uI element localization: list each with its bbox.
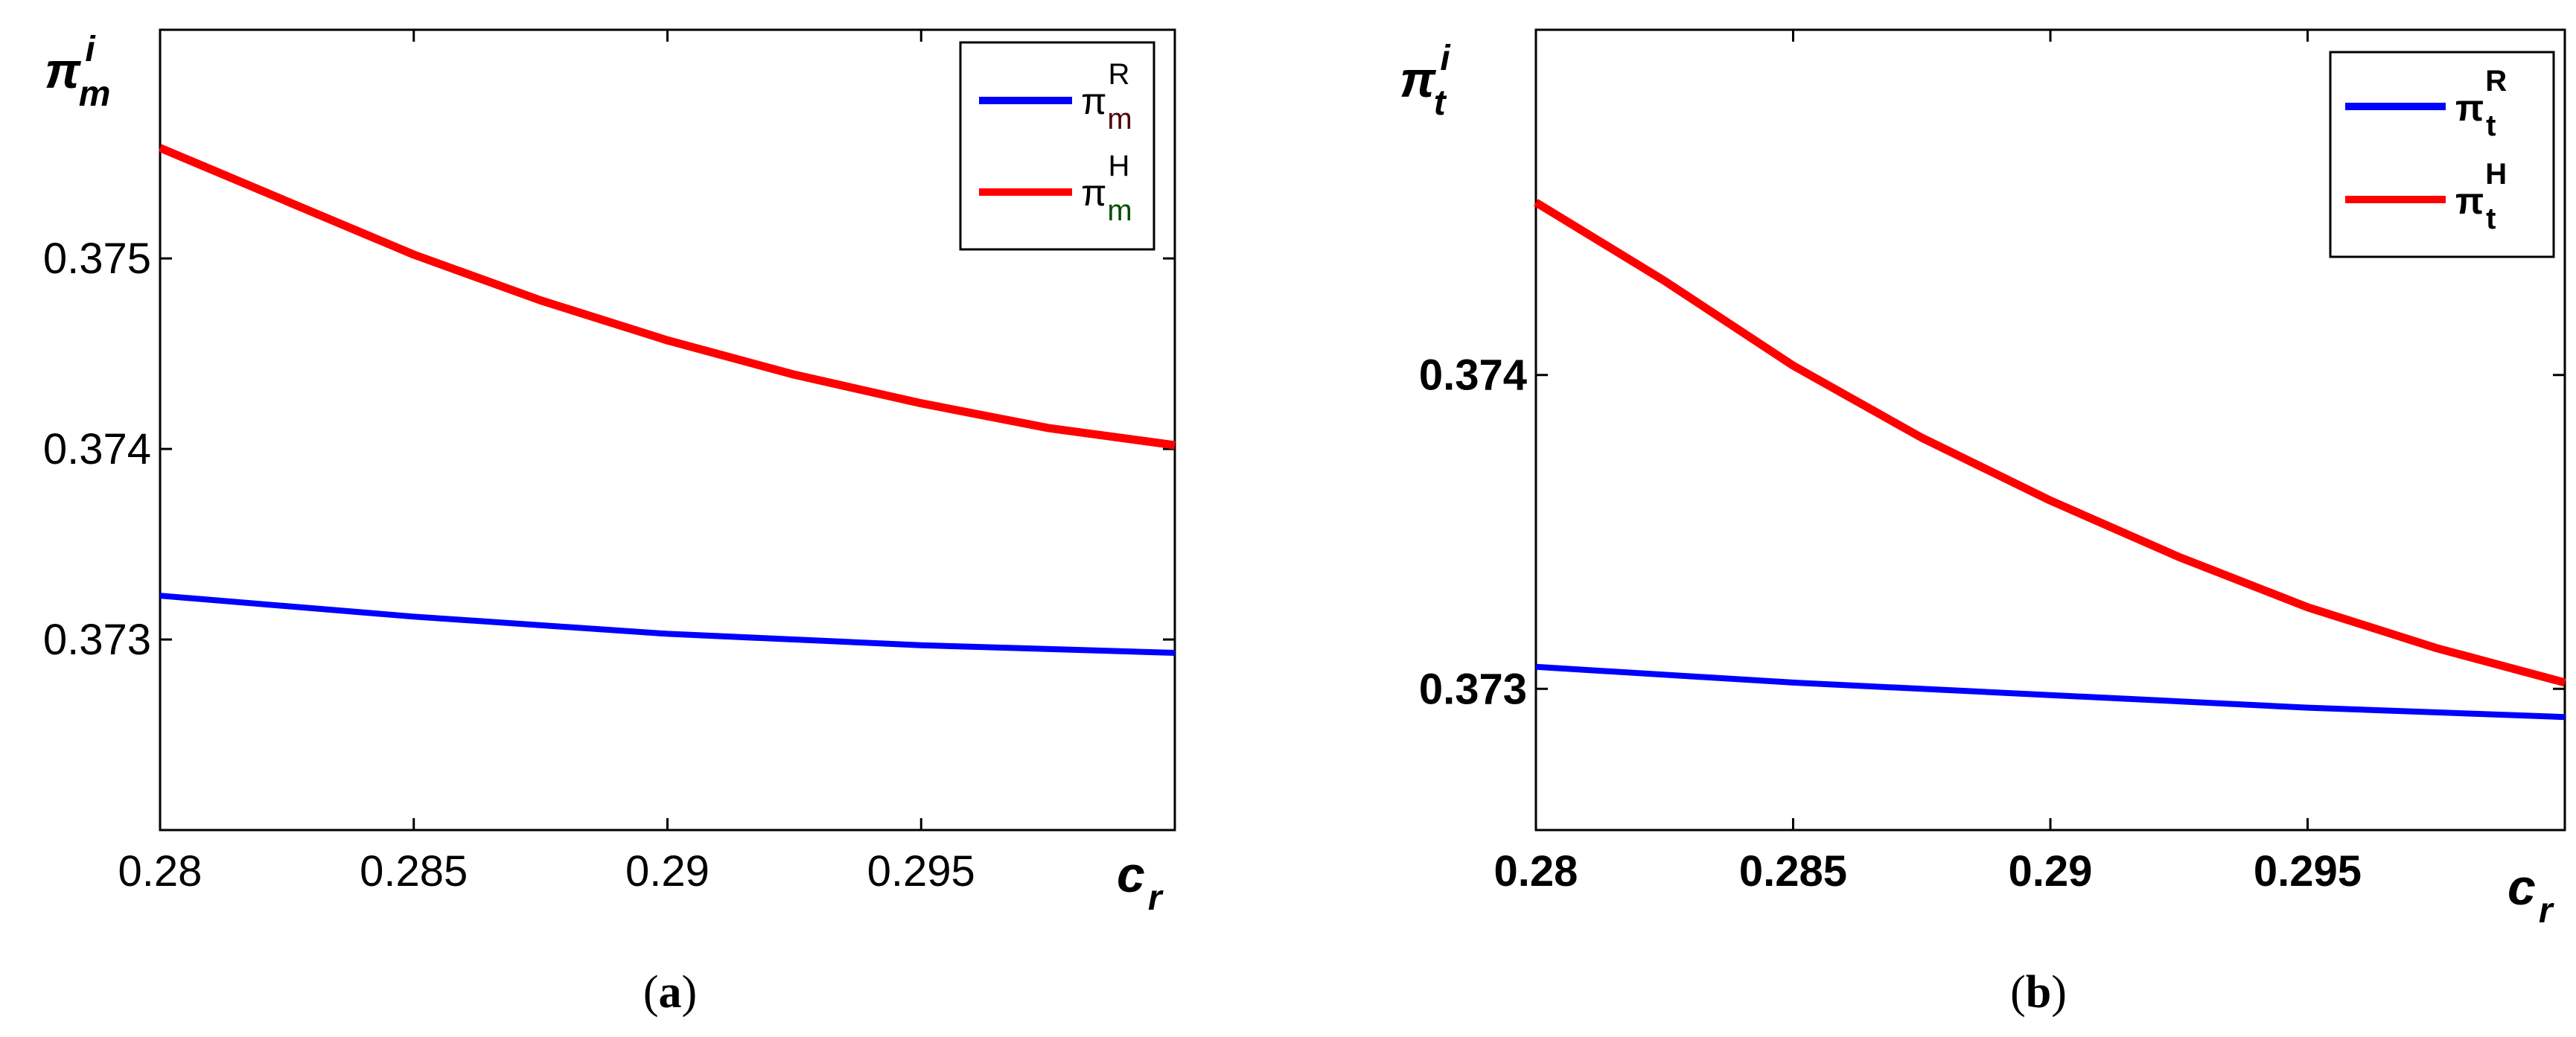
panel-b-xlabel: cr (2508, 859, 2554, 931)
panel-b-xtick-label: 0.285 (1739, 847, 1847, 896)
panel-b-series-h-line (1534, 199, 2566, 687)
panel-a-series (158, 144, 1176, 656)
panel-a-xtick-label: 0.285 (360, 847, 468, 896)
panel-a-caption: (a) (643, 967, 697, 1018)
panel-b-axis-ticks: 0.28 0.285 0.29 0.295 0.373 0.374 (1419, 30, 2565, 896)
panel-a-series-h-line (158, 144, 1176, 450)
panel-a-xtick-label: 0.29 (625, 847, 710, 896)
panel-b-xtick-label: 0.29 (2009, 847, 2093, 896)
panel-a-ytick-label: 0.373 (43, 616, 151, 664)
panel-a-xtick-label: 0.28 (118, 847, 203, 896)
panel-a-ytick-label: 0.374 (43, 425, 151, 473)
panel-b-caption: (b) (2010, 967, 2067, 1018)
panel-a-legend-label-r: πR m (1081, 58, 1132, 135)
panel-a-xtick-label: 0.295 (867, 847, 975, 896)
panel-a-series-r-line (159, 593, 1176, 656)
panel-a-legend-label-h: πH m (1081, 150, 1132, 227)
panel-b-legend-label-r: πR t (2455, 65, 2507, 142)
panel-b-legend-box (2329, 51, 2555, 258)
panel-a-axis-ticks: 0.28 0.285 0.29 0.295 0.373 0.374 0.375 (43, 30, 1175, 896)
panel-b-series (1534, 199, 2566, 721)
panel-a-ytick-label: 0.375 (43, 234, 151, 283)
panel-a-xlabel: cr (1117, 846, 1164, 918)
panel-b-xtick-label: 0.28 (1494, 847, 1578, 896)
panel-b-legend-label-h: πH t (2455, 158, 2507, 235)
panel-a-legend-box (959, 41, 1155, 251)
panel-b-ytick-label: 0.374 (1419, 351, 1527, 400)
panel-b-series-r-line (1535, 663, 2566, 721)
panel-b-xtick-label: 0.295 (2254, 847, 2362, 896)
panel-b-legend: πR t πH t (2329, 51, 2555, 258)
panel-b-ytick-label: 0.373 (1419, 665, 1527, 713)
panel-a-legend: πR m πH m (959, 41, 1155, 251)
